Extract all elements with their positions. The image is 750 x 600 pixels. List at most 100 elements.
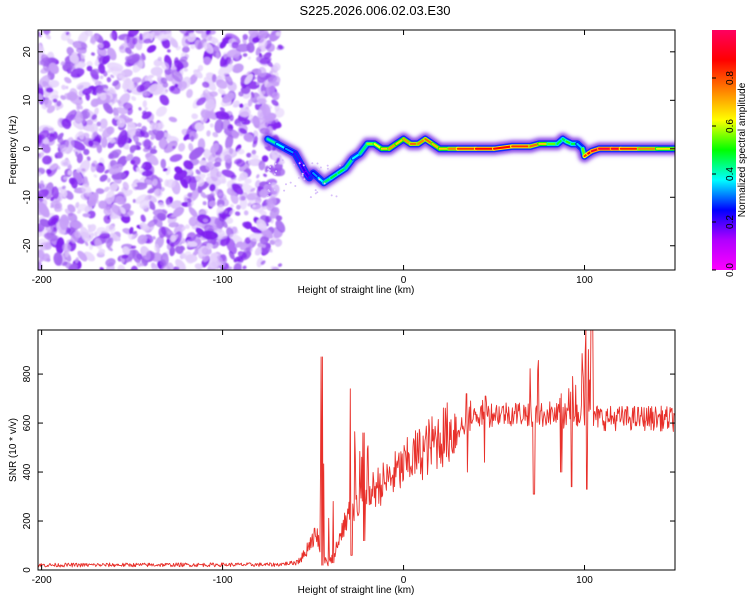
noise-blob bbox=[232, 63, 244, 74]
noise-blob bbox=[220, 112, 227, 118]
noise-blob bbox=[252, 204, 256, 208]
noise-blob bbox=[272, 76, 281, 87]
ridge-core bbox=[344, 157, 354, 170]
noise-blob bbox=[202, 56, 212, 66]
noise-blob bbox=[271, 99, 279, 107]
noise-blob bbox=[185, 224, 190, 229]
y-tick-label: 0 bbox=[22, 146, 33, 152]
noise-blob bbox=[225, 134, 234, 150]
noise-blob bbox=[41, 143, 51, 154]
noise-blob bbox=[125, 153, 134, 162]
noise-blob bbox=[244, 73, 254, 85]
noise-blob bbox=[171, 69, 183, 82]
noise-blob bbox=[186, 32, 197, 43]
noise-blob bbox=[194, 263, 203, 270]
noise-blob bbox=[187, 197, 192, 203]
noise-blob bbox=[84, 30, 93, 37]
noise-blob bbox=[186, 88, 193, 99]
noise-blob bbox=[220, 119, 231, 130]
ridge-speckle bbox=[275, 170, 278, 173]
noise-blob bbox=[203, 76, 217, 91]
noise-blob bbox=[115, 195, 125, 205]
ridge-speckle bbox=[294, 185, 297, 187]
noise-blob bbox=[139, 80, 151, 92]
noise-blob bbox=[90, 241, 94, 246]
noise-blob bbox=[74, 61, 86, 69]
ridge-speckle bbox=[298, 162, 301, 165]
noise-blob bbox=[38, 257, 44, 264]
noise-blob bbox=[210, 252, 220, 262]
noise-blob bbox=[152, 209, 168, 217]
ridge-speckle bbox=[269, 165, 272, 168]
noise-blob bbox=[208, 200, 216, 208]
noise-blob bbox=[115, 107, 128, 115]
noise-blob bbox=[144, 107, 148, 111]
noise-blob bbox=[53, 252, 63, 266]
noise-blob bbox=[105, 190, 115, 205]
ridge-speckle bbox=[318, 178, 321, 181]
ridge-core bbox=[493, 145, 514, 150]
noise-blob bbox=[95, 188, 105, 195]
ridge-speckle bbox=[326, 167, 329, 170]
noise-blob bbox=[82, 213, 91, 218]
noise-blob bbox=[108, 163, 124, 175]
noise-blob bbox=[243, 210, 249, 216]
x-tick-label: 100 bbox=[576, 575, 593, 586]
noise-blob bbox=[96, 121, 101, 127]
noise-blob bbox=[50, 228, 58, 236]
noise-blob bbox=[162, 168, 168, 172]
noise-blob bbox=[72, 40, 88, 50]
noise-blob bbox=[70, 140, 86, 151]
noise-blob bbox=[45, 87, 54, 93]
noise-blob bbox=[201, 256, 206, 260]
noise-blob bbox=[197, 38, 207, 50]
noise-blob bbox=[107, 246, 113, 252]
noise-blob bbox=[201, 230, 219, 240]
noise-blob bbox=[90, 34, 100, 44]
noise-blob bbox=[252, 136, 258, 145]
noise-blob bbox=[141, 125, 147, 132]
noise-blob bbox=[44, 242, 52, 250]
noise-blob bbox=[166, 238, 170, 245]
noise-blob bbox=[105, 258, 116, 267]
noise-blob bbox=[98, 127, 104, 132]
noise-blob bbox=[188, 207, 198, 218]
noise-blob bbox=[39, 180, 45, 189]
noise-blob bbox=[99, 174, 108, 182]
noise-blob bbox=[253, 130, 259, 138]
noise-blob bbox=[224, 73, 233, 86]
noise-blob bbox=[141, 111, 152, 120]
noise-blob bbox=[142, 91, 151, 97]
noise-blob bbox=[242, 53, 248, 57]
noise-blob bbox=[219, 40, 227, 49]
colorbar-tick-label: 0.2 bbox=[725, 215, 736, 229]
noise-blobs bbox=[38, 30, 286, 270]
noise-blob bbox=[87, 224, 92, 229]
noise-blob bbox=[70, 67, 85, 78]
noise-blob bbox=[51, 186, 60, 199]
ridge-speckle bbox=[268, 169, 271, 172]
noise-blob bbox=[194, 122, 205, 132]
ridge-core bbox=[359, 142, 369, 155]
noise-blob bbox=[182, 46, 190, 53]
noise-blob bbox=[156, 106, 167, 117]
noise-blob bbox=[269, 239, 276, 245]
noise-blob bbox=[138, 107, 142, 111]
noise-blob bbox=[236, 204, 241, 210]
noise-blob bbox=[39, 218, 51, 228]
ridge-speckle bbox=[326, 164, 329, 167]
noise-blob bbox=[179, 177, 189, 189]
noise-blob bbox=[224, 217, 234, 224]
noise-blob bbox=[140, 130, 150, 138]
noise-blob bbox=[40, 54, 49, 63]
ridge-speckle bbox=[311, 162, 314, 165]
noise-blob bbox=[256, 196, 261, 201]
noise-blob bbox=[272, 125, 277, 131]
noise-blob bbox=[57, 143, 62, 148]
noise-blob bbox=[114, 115, 120, 120]
noise-blob bbox=[145, 153, 159, 166]
noise-blob bbox=[139, 33, 144, 41]
colorbar-tick-label: 0.0 bbox=[725, 263, 736, 277]
